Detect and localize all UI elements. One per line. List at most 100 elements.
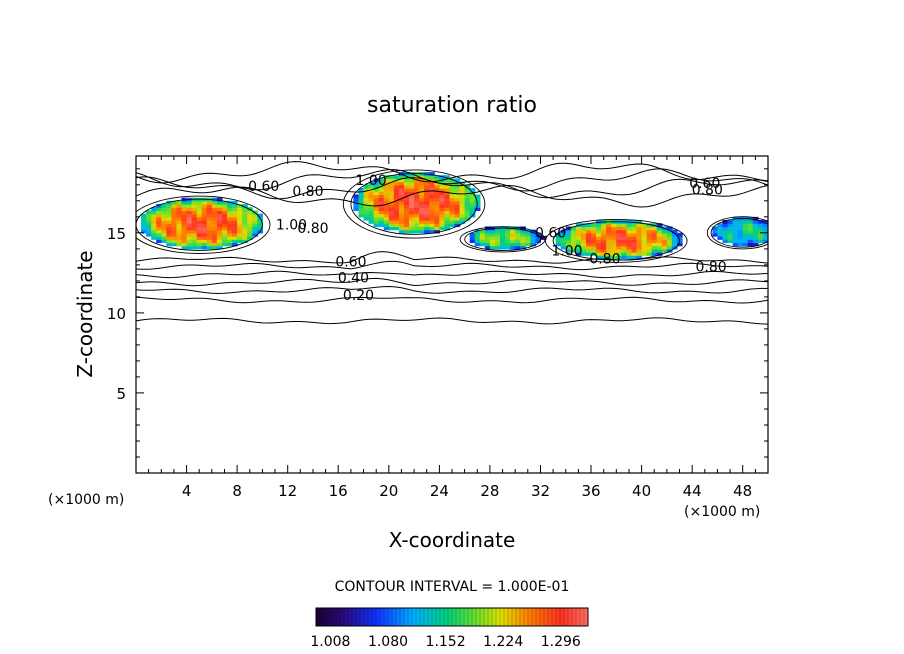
heatmap-cell: [424, 204, 430, 208]
heatmap-cell: [409, 207, 415, 212]
colorbar-labels: 1.008 1.080 1.152 1.224 1.296: [310, 634, 581, 650]
heatmap-cell: [651, 242, 658, 247]
contour-label: 0.60: [248, 179, 279, 195]
heatmap-cell: [201, 207, 208, 212]
heatmap-cell: [565, 239, 572, 244]
heatmap-cell: [484, 229, 491, 234]
heatmap-cell: [606, 223, 612, 228]
heatmap-cell: [565, 232, 572, 237]
heatmap-cell: [722, 232, 729, 237]
heatmap-cell: [646, 229, 653, 234]
heatmap-cell: [211, 204, 218, 208]
heatmap-cell: [444, 220, 451, 224]
heatmap-cell: [636, 220, 643, 224]
heatmap-cell: [403, 191, 410, 196]
heatmap-cell: [469, 188, 476, 192]
heatmap-cell: [151, 226, 157, 231]
heatmap-cell: [439, 191, 446, 196]
heatmap-cell: [742, 223, 749, 228]
heatmap-cell: [444, 191, 451, 196]
heatmap-cell: [201, 223, 208, 228]
heatmap-cell: [247, 229, 253, 234]
heatmap-cell: [732, 226, 739, 231]
heatmap-cell: [449, 223, 456, 228]
heatmap-cell: [429, 181, 435, 186]
heatmap-cell: [742, 239, 749, 244]
heatmap-cell: [424, 191, 430, 196]
heatmap-cell: [242, 223, 248, 228]
heatmap-cell: [191, 229, 198, 234]
heatmap-cell: [196, 239, 203, 244]
heatmap-cell: [409, 197, 415, 202]
heatmap-cell: [434, 229, 440, 234]
heatmap-cell: [242, 232, 248, 237]
heatmap-cell: [631, 239, 638, 244]
heatmap-cell: [611, 248, 617, 253]
heatmap-cell: [409, 220, 415, 224]
heatmap-cell: [383, 220, 390, 224]
heatmap-cell: [429, 226, 435, 231]
heatmap-cell: [616, 236, 622, 240]
x-unit-right: (×1000 m): [684, 504, 760, 520]
heatmap-cell: [570, 248, 577, 253]
contour-line: [136, 317, 768, 325]
heatmap-cell: [368, 220, 375, 224]
heatmap-cell: [596, 232, 602, 237]
heatmap-cell: [479, 229, 486, 234]
heatmap-cell: [398, 210, 405, 215]
heatmap-cell: [444, 184, 451, 189]
heatmap-cell: [666, 226, 673, 231]
heatmap-cell: [500, 242, 506, 247]
heatmap-cell: [449, 178, 456, 183]
heatmap-cell: [373, 216, 380, 221]
heatmap-cell: [570, 229, 577, 234]
heatmap-cell: [641, 232, 648, 237]
heatmap-cell: [646, 248, 653, 253]
heatmap-cell: [181, 239, 188, 244]
heatmap-cell: [424, 197, 430, 202]
heatmap-cell: [515, 236, 521, 240]
heatmap-cell: [146, 232, 152, 237]
heatmap-cell: [434, 194, 440, 199]
heatmap-cell: [146, 213, 152, 218]
heatmap-cell: [484, 242, 491, 247]
heatmap-cell: [409, 191, 415, 196]
heatmap-cell: [257, 226, 263, 231]
heatmap-cell: [611, 239, 617, 244]
heatmap-cell: [156, 239, 162, 244]
heatmap-cell: [434, 197, 440, 202]
heatmap-cell: [621, 226, 628, 231]
heatmap-cell: [429, 210, 435, 215]
heatmap-cell: [166, 216, 172, 221]
heatmap-cell: [196, 200, 203, 205]
heatmap-cell: [444, 188, 451, 192]
heatmap-cell: [383, 178, 390, 183]
heatmap-cell: [403, 207, 410, 212]
colorbar-tick-label: 1.152: [426, 634, 466, 650]
heatmap-cell: [469, 236, 476, 240]
heatmap-cell: [398, 181, 405, 186]
heatmap-cell: [616, 232, 622, 237]
heatmap-cell: [237, 220, 243, 224]
heatmap-cell: [500, 239, 506, 244]
heatmap-cell: [631, 242, 638, 247]
heatmap-cell: [146, 226, 152, 231]
heatmap-cell: [444, 216, 451, 221]
heatmap-cell: [227, 204, 233, 208]
heatmap-cell: [601, 245, 607, 250]
heatmap-cell: [656, 242, 663, 247]
heatmap-cell: [378, 191, 385, 196]
heatmap-cell: [575, 245, 582, 250]
colorbar-ticks: [319, 608, 585, 626]
heatmap-cell: [383, 213, 390, 218]
heatmap-cell: [525, 232, 531, 237]
heatmap-cell: [181, 216, 188, 221]
heatmap-cell: [616, 226, 622, 231]
heatmap-cell: [560, 236, 567, 240]
heatmap-cell: [368, 207, 375, 212]
heatmap-cell: [232, 232, 238, 237]
heatmap-cell: [631, 229, 638, 234]
heatmap-cell: [439, 213, 446, 218]
heatmap-cell: [191, 220, 198, 224]
heatmap-cell: [646, 236, 653, 240]
